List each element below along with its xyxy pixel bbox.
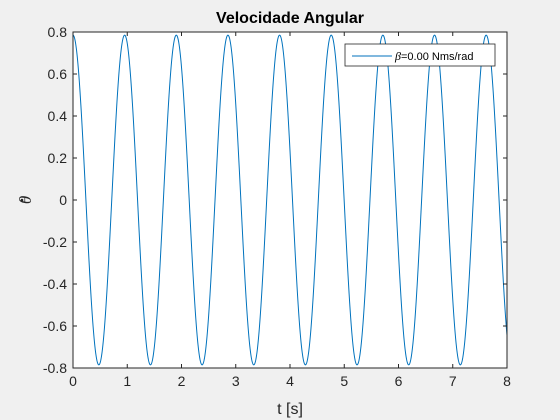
y-axis-label: θ [16,196,35,204]
y-tick-label: -0.4 [43,276,67,292]
y-tick-label: -0.8 [43,360,67,376]
legend-entry: β=0.00 Nms/rad [394,49,473,63]
y-ticks: -0.8 -0.6 -0.4 -0.2 0 0.2 0.4 0.6 0.8 [43,24,507,376]
x-tick-label: 6 [395,373,403,389]
x-tick-label: 2 [178,373,186,389]
x-tick-label: 4 [286,373,294,389]
y-tick-label: 0.4 [48,108,68,124]
legend: β=0.00 Nms/rad [344,43,496,67]
y-tick-label: 0.6 [48,66,68,82]
y-axis-label-dot [20,198,24,202]
chart-title: Velocidade Angular [216,10,364,27]
x-tick-label: 1 [123,373,131,389]
series-layer [72,34,508,366]
y-tick-label: -0.6 [43,318,67,334]
legend-box [344,43,496,67]
x-tick-label: 7 [449,373,457,389]
y-axis-label-group: θ [16,196,35,204]
plot-area [73,32,507,368]
x-axis-label: t [s] [277,401,303,418]
x-tick-label: 0 [69,373,77,389]
x-tick-label: 3 [232,373,240,389]
series-line [72,34,508,366]
y-tick-label: -0.2 [43,234,67,250]
x-tick-label: 8 [503,373,511,389]
y-tick-label: 0.8 [48,24,68,40]
y-tick-label: 0.2 [48,150,68,166]
x-tick-label: 5 [340,373,348,389]
y-tick-label: 0 [59,192,67,208]
x-ticks: 0 1 2 3 4 5 6 7 8 [69,32,511,389]
